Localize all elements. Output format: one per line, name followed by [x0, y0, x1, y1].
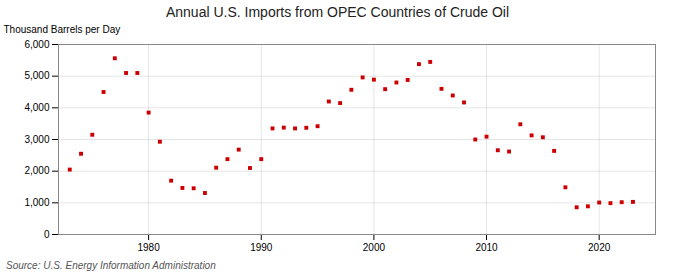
svg-text:1990: 1990: [250, 242, 273, 253]
svg-text:2000: 2000: [363, 242, 386, 253]
html-text:Source: U.S. Energy Informatio: Source: U.S. Energy Information Administ…: [6, 260, 216, 271]
svg-text:2,000: 2,000: [24, 165, 49, 176]
html-text:Annual U.S. Imports from OPEC: Annual U.S. Imports from OPEC Countries …: [165, 4, 510, 20]
svg-text:4,000: 4,000: [24, 102, 49, 113]
svg-text:3,000: 3,000: [24, 134, 49, 145]
svg-text:Thousand Barrels per Day: Thousand Barrels per Day: [4, 24, 121, 35]
svg-text:1,000: 1,000: [24, 197, 49, 208]
svg-text:1980: 1980: [137, 242, 160, 253]
svg-text:2010: 2010: [475, 242, 498, 253]
svg-text:5,000: 5,000: [24, 70, 49, 81]
svg-text:6,000: 6,000: [24, 39, 49, 50]
svg-text:2020: 2020: [588, 242, 611, 253]
svg-text:0: 0: [44, 229, 50, 240]
